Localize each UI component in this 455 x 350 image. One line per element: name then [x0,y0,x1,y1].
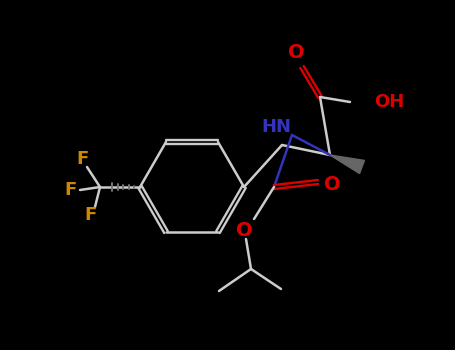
Text: OH: OH [374,93,404,111]
Text: HN: HN [261,118,291,136]
Text: F: F [84,206,96,224]
Text: O: O [236,222,253,240]
Text: O: O [288,43,304,63]
Text: O: O [324,175,340,194]
Text: F: F [64,181,76,199]
Text: F: F [76,150,88,168]
Polygon shape [330,155,364,174]
